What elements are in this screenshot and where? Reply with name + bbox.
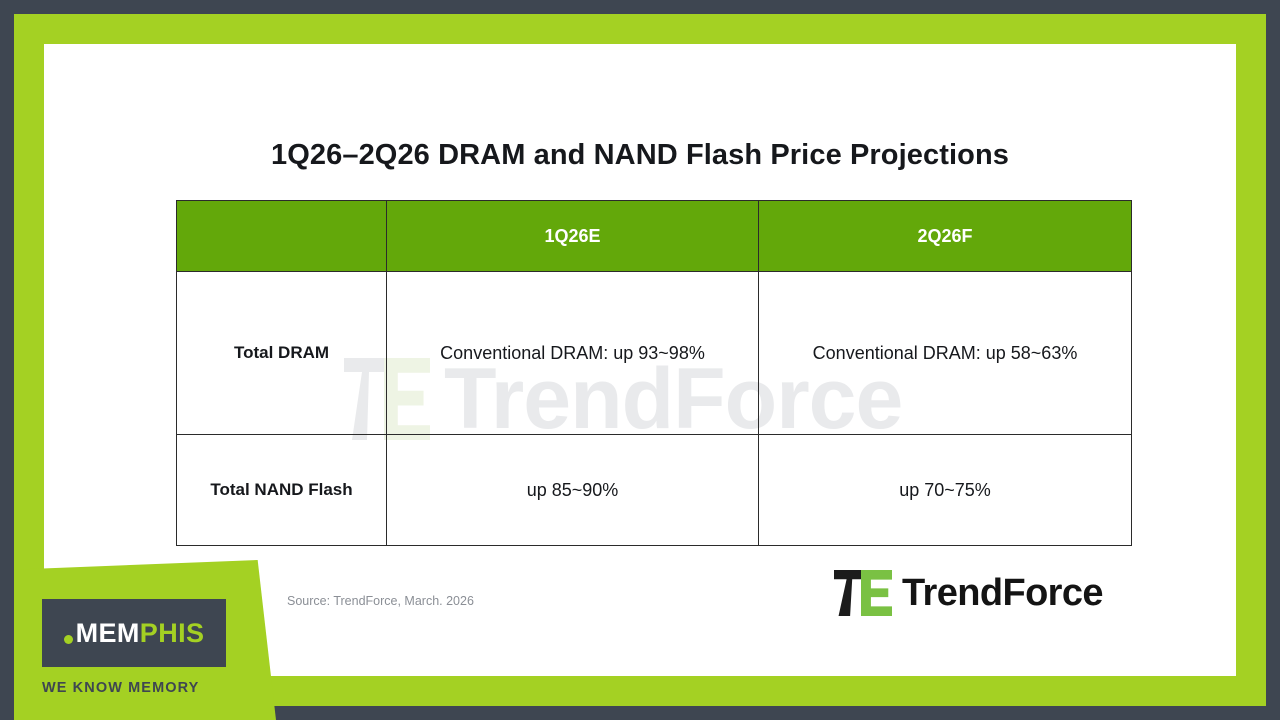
row-label-total-nand-flash: Total NAND Flash xyxy=(176,434,387,546)
memphis-dot-icon xyxy=(63,634,73,644)
memphis-logo-badge: MEM PHIS xyxy=(42,599,226,667)
table-header: 1Q26E 2Q26F xyxy=(176,200,1132,272)
table-header-2q26f: 2Q26F xyxy=(758,200,1132,272)
memphis-wordmark: MEM PHIS xyxy=(63,617,205,648)
memphis-wordmark-phis: PHIS xyxy=(139,617,205,648)
price-projection-table: 1Q26E 2Q26F Total DRAM Conventional DRAM… xyxy=(176,200,1132,546)
table-body: Total DRAM Conventional DRAM: up 93~98% … xyxy=(176,271,1132,546)
memphis-wordmark-mem: MEM xyxy=(75,617,140,648)
cell-total-dram-1q26e: Conventional DRAM: up 93~98% xyxy=(386,271,759,435)
cell-total-nand-flash-2q26f: up 70~75% xyxy=(758,434,1132,546)
cell-total-dram-2q26f: Conventional DRAM: up 58~63% xyxy=(758,271,1132,435)
trendforce-logo-mark-icon xyxy=(834,570,892,616)
table-header-1q26e: 1Q26E xyxy=(386,200,759,272)
memphis-tagline: WE KNOW MEMORY xyxy=(42,680,200,696)
memphis-logo-banner: MEM PHIS WE KNOW MEMORY xyxy=(14,560,276,720)
table-row: Total DRAM Conventional DRAM: up 93~98% … xyxy=(176,271,1132,435)
trendforce-logo-wordmark: TrendForce xyxy=(902,572,1104,614)
row-label-total-dram: Total DRAM xyxy=(176,271,387,435)
page-title: 1Q26–2Q26 DRAM and NAND Flash Price Proj… xyxy=(271,139,1009,171)
table-header-corner xyxy=(176,200,387,272)
source-note: Source: TrendForce, March. 2026 xyxy=(287,594,474,608)
cell-total-nand-flash-1q26e: up 85~90% xyxy=(386,434,759,546)
table-row: Total NAND Flash up 85~90% up 70~75% xyxy=(176,434,1132,546)
trendforce-logo: TrendForce xyxy=(834,570,1104,616)
table-header-row: 1Q26E 2Q26F xyxy=(176,200,1132,272)
